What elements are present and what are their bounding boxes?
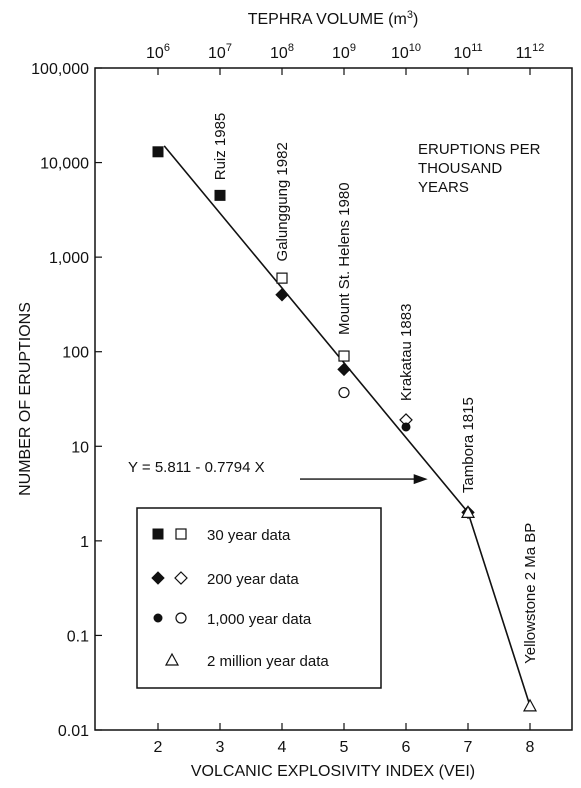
y-tick-label: 100 (62, 345, 89, 362)
axis-ticks: 0.01 0.1 1 10 100 1,000 10,000 100,000 2 3 4 5 6 7 8 10… (31, 42, 544, 756)
legend-label: 1,000 year data (207, 611, 312, 628)
y-tick-label: 10 (71, 439, 89, 456)
data-point (338, 386, 350, 399)
event-label: Yellowstone 2 Ma BP (522, 523, 539, 664)
x-tick-label: 7 (464, 739, 473, 756)
data-point (338, 350, 350, 362)
y-tick-label: 1,000 (49, 250, 89, 267)
top-axis-title: TEPHRA VOLUME (m3) (248, 9, 419, 28)
data-points (152, 146, 538, 712)
legend-marker (152, 528, 164, 540)
legend-label: 2 million year data (207, 653, 329, 670)
y-tick-label: 10,000 (40, 156, 89, 173)
x-tick-label: 5 (340, 739, 349, 756)
data-point (337, 362, 351, 377)
event-label: Galunggung 1982 (274, 142, 291, 261)
event-labels: Ruiz 1985 Galunggung 1982 Mount St. Helens… (212, 113, 539, 664)
data-point (522, 698, 538, 712)
y-tick-label: 1 (80, 534, 89, 551)
top-tick-label: 107 (208, 42, 232, 62)
data-point (401, 422, 411, 432)
top-tick-label: 1011 (453, 42, 482, 62)
event-label: Krakatau 1883 (398, 304, 415, 402)
corner-label: ERUPTIONS PER THOUSAND YEARS (418, 141, 545, 196)
legend-marker (175, 528, 187, 540)
data-point (275, 288, 289, 302)
event-label: Tambora 1815 (460, 397, 477, 493)
x-tick-label: 3 (216, 739, 225, 756)
top-tick-label: 109 (332, 42, 356, 62)
x-tick-label: 6 (402, 739, 411, 756)
x-tick-label: 8 (526, 739, 535, 756)
legend-label: 200 year data (207, 571, 299, 588)
event-label: Mount St. Helens 1980 (336, 182, 353, 335)
legend-marker (175, 612, 187, 624)
y-tick-label: 0.1 (67, 628, 89, 645)
top-tick-label: 106 (146, 42, 170, 62)
data-point (276, 272, 288, 284)
data-point (214, 189, 226, 201)
legend-marker (153, 613, 163, 623)
legend-entries: 30 year data 200 year data 1,000 year data… (151, 527, 329, 670)
x-tick-label: 4 (278, 739, 287, 756)
top-tick-label: 108 (270, 42, 294, 62)
arrow-head (413, 474, 428, 485)
x-tick-label: 2 (154, 739, 163, 756)
legend-marker (151, 571, 165, 585)
legend-marker (174, 571, 188, 585)
y-tick-label: 100,000 (31, 61, 89, 78)
x-axis-title: VOLCANIC EXPLOSIVITY INDEX (VEI) (191, 763, 475, 780)
event-label: Ruiz 1985 (212, 113, 229, 181)
plot-frame (94, 67, 573, 731)
y-axis-title: NUMBER OF ERUPTIONS (17, 302, 34, 496)
legend-label: 30 year data (207, 527, 291, 544)
y-tick-label: 0.01 (58, 723, 89, 740)
legend-marker (164, 652, 180, 666)
top-tick-label: 1112 (516, 42, 545, 62)
data-point (460, 505, 476, 518)
data-point (152, 146, 164, 158)
top-tick-label: 1010 (391, 42, 421, 62)
equation-label: Y = 5.811 - 0.7794 X (128, 459, 265, 476)
